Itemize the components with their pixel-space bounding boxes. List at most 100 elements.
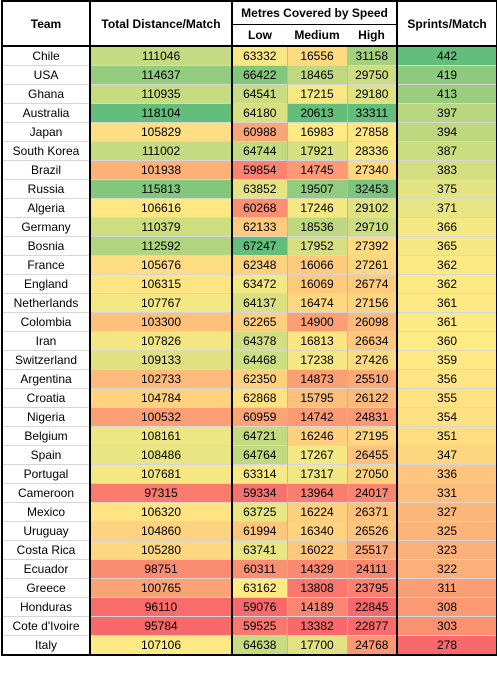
table-row: France 105676 62348 16066 27261 362	[1, 255, 497, 275]
cell-team: France	[1, 255, 90, 275]
table-row: South Korea 111002 64744 17921 28336 387	[1, 141, 497, 161]
cell-sprints: 442	[396, 45, 497, 66]
cell-medium: 16246	[286, 426, 347, 446]
cell-distance: 106616	[89, 198, 232, 218]
cell-team: Brazil	[1, 160, 90, 180]
cell-low: 63852	[231, 179, 287, 199]
cell-distance: 110935	[89, 84, 232, 104]
cell-team: Cote d'Ivoire	[1, 616, 90, 636]
cell-medium: 17246	[286, 198, 347, 218]
table-row: Croatia 104784 62868 15795 26122 355	[1, 388, 497, 408]
cell-high: 26774	[346, 274, 398, 294]
table-row: Iran 107826 64378 16813 26634 360	[1, 331, 497, 351]
cell-sprints: 311	[396, 578, 497, 598]
table-row: Greece 100765 63162 13808 23795 311	[1, 578, 497, 598]
cell-sprints: 419	[396, 65, 497, 85]
cell-medium: 14745	[286, 160, 347, 180]
cell-high: 24831	[346, 407, 398, 427]
cell-sprints: 322	[396, 559, 497, 579]
cell-low: 63314	[231, 464, 287, 484]
table-row: Spain 108486 64764 17267 26455 347	[1, 445, 497, 465]
cell-team: Spain	[1, 445, 90, 465]
cell-high: 24768	[346, 635, 398, 656]
cell-sprints: 351	[396, 426, 497, 446]
cell-medium: 14900	[286, 312, 347, 332]
cell-high: 26634	[346, 331, 398, 351]
table-row: Cote d'Ivoire 95784 59525 13382 22877 303	[1, 616, 497, 636]
cell-high: 29710	[346, 217, 398, 237]
cell-low: 67247	[231, 236, 287, 256]
cell-medium: 17238	[286, 350, 347, 370]
header-total-distance: Total Distance/Match	[89, 0, 232, 47]
table-row: Switzerland 109133 64468 17238 27426 359	[1, 350, 497, 370]
cell-low: 64137	[231, 293, 287, 313]
cell-low: 63472	[231, 274, 287, 294]
cell-sprints: 397	[396, 103, 497, 123]
cell-team: Russia	[1, 179, 90, 199]
cell-sprints: 303	[396, 616, 497, 636]
cell-medium: 18536	[286, 217, 347, 237]
cell-team: Germany	[1, 217, 90, 237]
cell-low: 59076	[231, 597, 287, 617]
cell-high: 27261	[346, 255, 398, 275]
table-row: Belgium 108161 64721 16246 27195 351	[1, 426, 497, 446]
cell-medium: 16474	[286, 293, 347, 313]
cell-high: 33311	[346, 103, 398, 123]
cell-sprints: 365	[396, 236, 497, 256]
cell-high: 24017	[346, 483, 398, 503]
cell-distance: 97315	[89, 483, 232, 503]
cell-medium: 16813	[286, 331, 347, 351]
cell-team: Costa Rica	[1, 540, 90, 560]
cell-medium: 16224	[286, 502, 347, 522]
cell-medium: 14189	[286, 597, 347, 617]
header-team: Team	[1, 0, 90, 47]
cell-distance: 102733	[89, 369, 232, 389]
cell-sprints: 323	[396, 540, 497, 560]
cell-team: Uruguay	[1, 521, 90, 541]
cell-low: 63725	[231, 502, 287, 522]
table-row: Russia 115813 63852 19507 32453 375	[1, 179, 497, 199]
cell-low: 64638	[231, 635, 287, 656]
cell-distance: 112592	[89, 236, 232, 256]
table-row: Cameroon 97315 59334 13964 24017 331	[1, 483, 497, 503]
cell-team: Algeria	[1, 198, 90, 218]
cell-medium: 17317	[286, 464, 347, 484]
cell-low: 62133	[231, 217, 287, 237]
cell-low: 62350	[231, 369, 287, 389]
cell-sprints: 394	[396, 122, 497, 142]
cell-medium: 17700	[286, 635, 347, 656]
cell-low: 59525	[231, 616, 287, 636]
cell-low: 64378	[231, 331, 287, 351]
cell-high: 23795	[346, 578, 398, 598]
table-row: Costa Rica 105280 63741 16022 25517 323	[1, 540, 497, 560]
cell-sprints: 366	[396, 217, 497, 237]
cell-sprints: 375	[396, 179, 497, 199]
cell-distance: 114637	[89, 65, 232, 85]
cell-medium: 18465	[286, 65, 347, 85]
table-row: Chile 111046 63332 16556 31158 442	[1, 45, 497, 66]
cell-low: 60311	[231, 559, 287, 579]
cell-team: Greece	[1, 578, 90, 598]
cell-medium: 13382	[286, 616, 347, 636]
cell-low: 61994	[231, 521, 287, 541]
subheader-row: Low Medium High	[2, 24, 497, 47]
cell-team: Croatia	[1, 388, 90, 408]
table-row: Bosnia 112592 67247 17952 27392 365	[1, 236, 497, 256]
stats-table: Team Total Distance/Match Metres Covered…	[1, 0, 497, 656]
header-low: Low	[231, 24, 287, 47]
cell-low: 62265	[231, 312, 287, 332]
cell-distance: 108161	[89, 426, 232, 446]
cell-low: 64744	[231, 141, 287, 161]
cell-medium: 16340	[286, 521, 347, 541]
cell-medium: 17952	[286, 236, 347, 256]
cell-high: 24111	[346, 559, 398, 579]
cell-high: 26455	[346, 445, 398, 465]
cell-distance: 107106	[89, 635, 232, 656]
cell-medium: 17267	[286, 445, 347, 465]
cell-high: 29180	[346, 84, 398, 104]
cell-high: 32453	[346, 179, 398, 199]
cell-high: 25517	[346, 540, 398, 560]
header-medium: Medium	[287, 24, 347, 47]
cell-team: Ghana	[1, 84, 90, 104]
table-row: Ecuador 98751 60311 14329 24111 322	[1, 559, 497, 579]
